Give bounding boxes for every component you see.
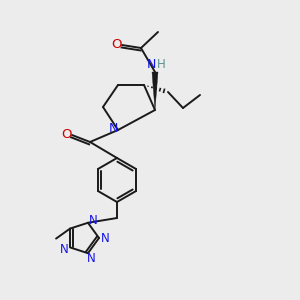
Text: N: N <box>88 214 97 227</box>
Text: N: N <box>100 232 109 245</box>
Text: N: N <box>108 122 118 134</box>
Text: N: N <box>146 58 156 70</box>
Text: N: N <box>60 243 68 256</box>
Polygon shape <box>152 72 158 110</box>
Text: O: O <box>111 38 121 50</box>
Text: H: H <box>157 58 165 70</box>
Text: N: N <box>87 252 95 265</box>
Text: O: O <box>61 128 71 140</box>
